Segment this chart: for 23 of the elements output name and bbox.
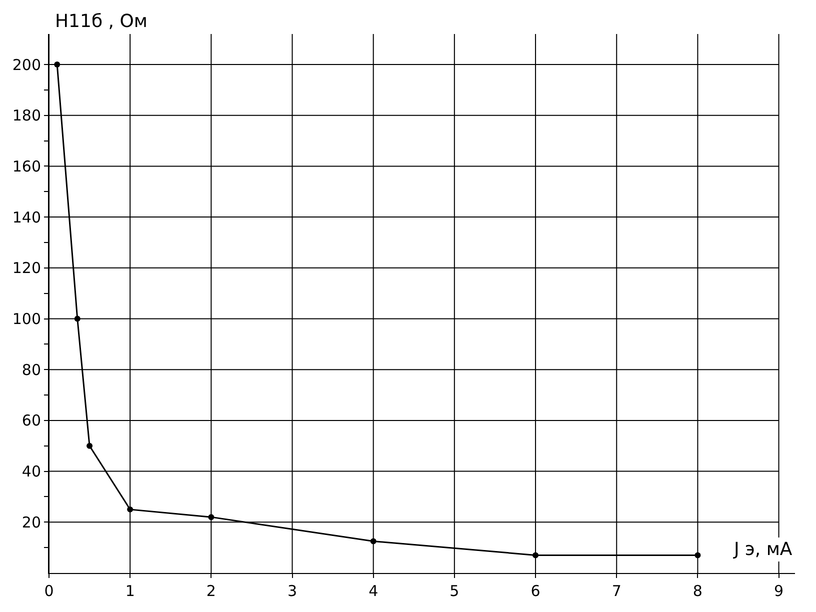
x-tick-label: 9: [774, 582, 784, 600]
point: [86, 442, 93, 449]
y-tick-label: 20: [22, 513, 41, 532]
x-tick-label: 5: [450, 582, 460, 600]
y-tick-label: 180: [12, 106, 41, 125]
y-tick-label: 140: [12, 208, 41, 226]
x-axis-title: J э, мА: [733, 539, 793, 560]
y-tick-label: 160: [12, 157, 41, 176]
y-tick-label: 40: [22, 462, 41, 481]
x-tick-label: 3: [287, 582, 298, 600]
x-tick-label: 6: [530, 582, 540, 600]
x-tick-label: 2: [206, 582, 216, 600]
y-tick-label: 80: [22, 360, 41, 379]
x-tick-label: 7: [612, 582, 622, 600]
y-tick-label: 100: [12, 310, 41, 328]
x-tick-label: 0: [44, 582, 54, 600]
y-tick-label: 120: [12, 259, 41, 278]
x-tick-label: 4: [368, 582, 378, 600]
y-axis-title: H11б , Ом: [55, 11, 148, 32]
x-tick-label: 1: [125, 582, 135, 600]
y-tick-label: 200: [12, 56, 41, 74]
x-tick-label: 8: [692, 582, 702, 600]
y-tick-label: 60: [22, 412, 41, 430]
